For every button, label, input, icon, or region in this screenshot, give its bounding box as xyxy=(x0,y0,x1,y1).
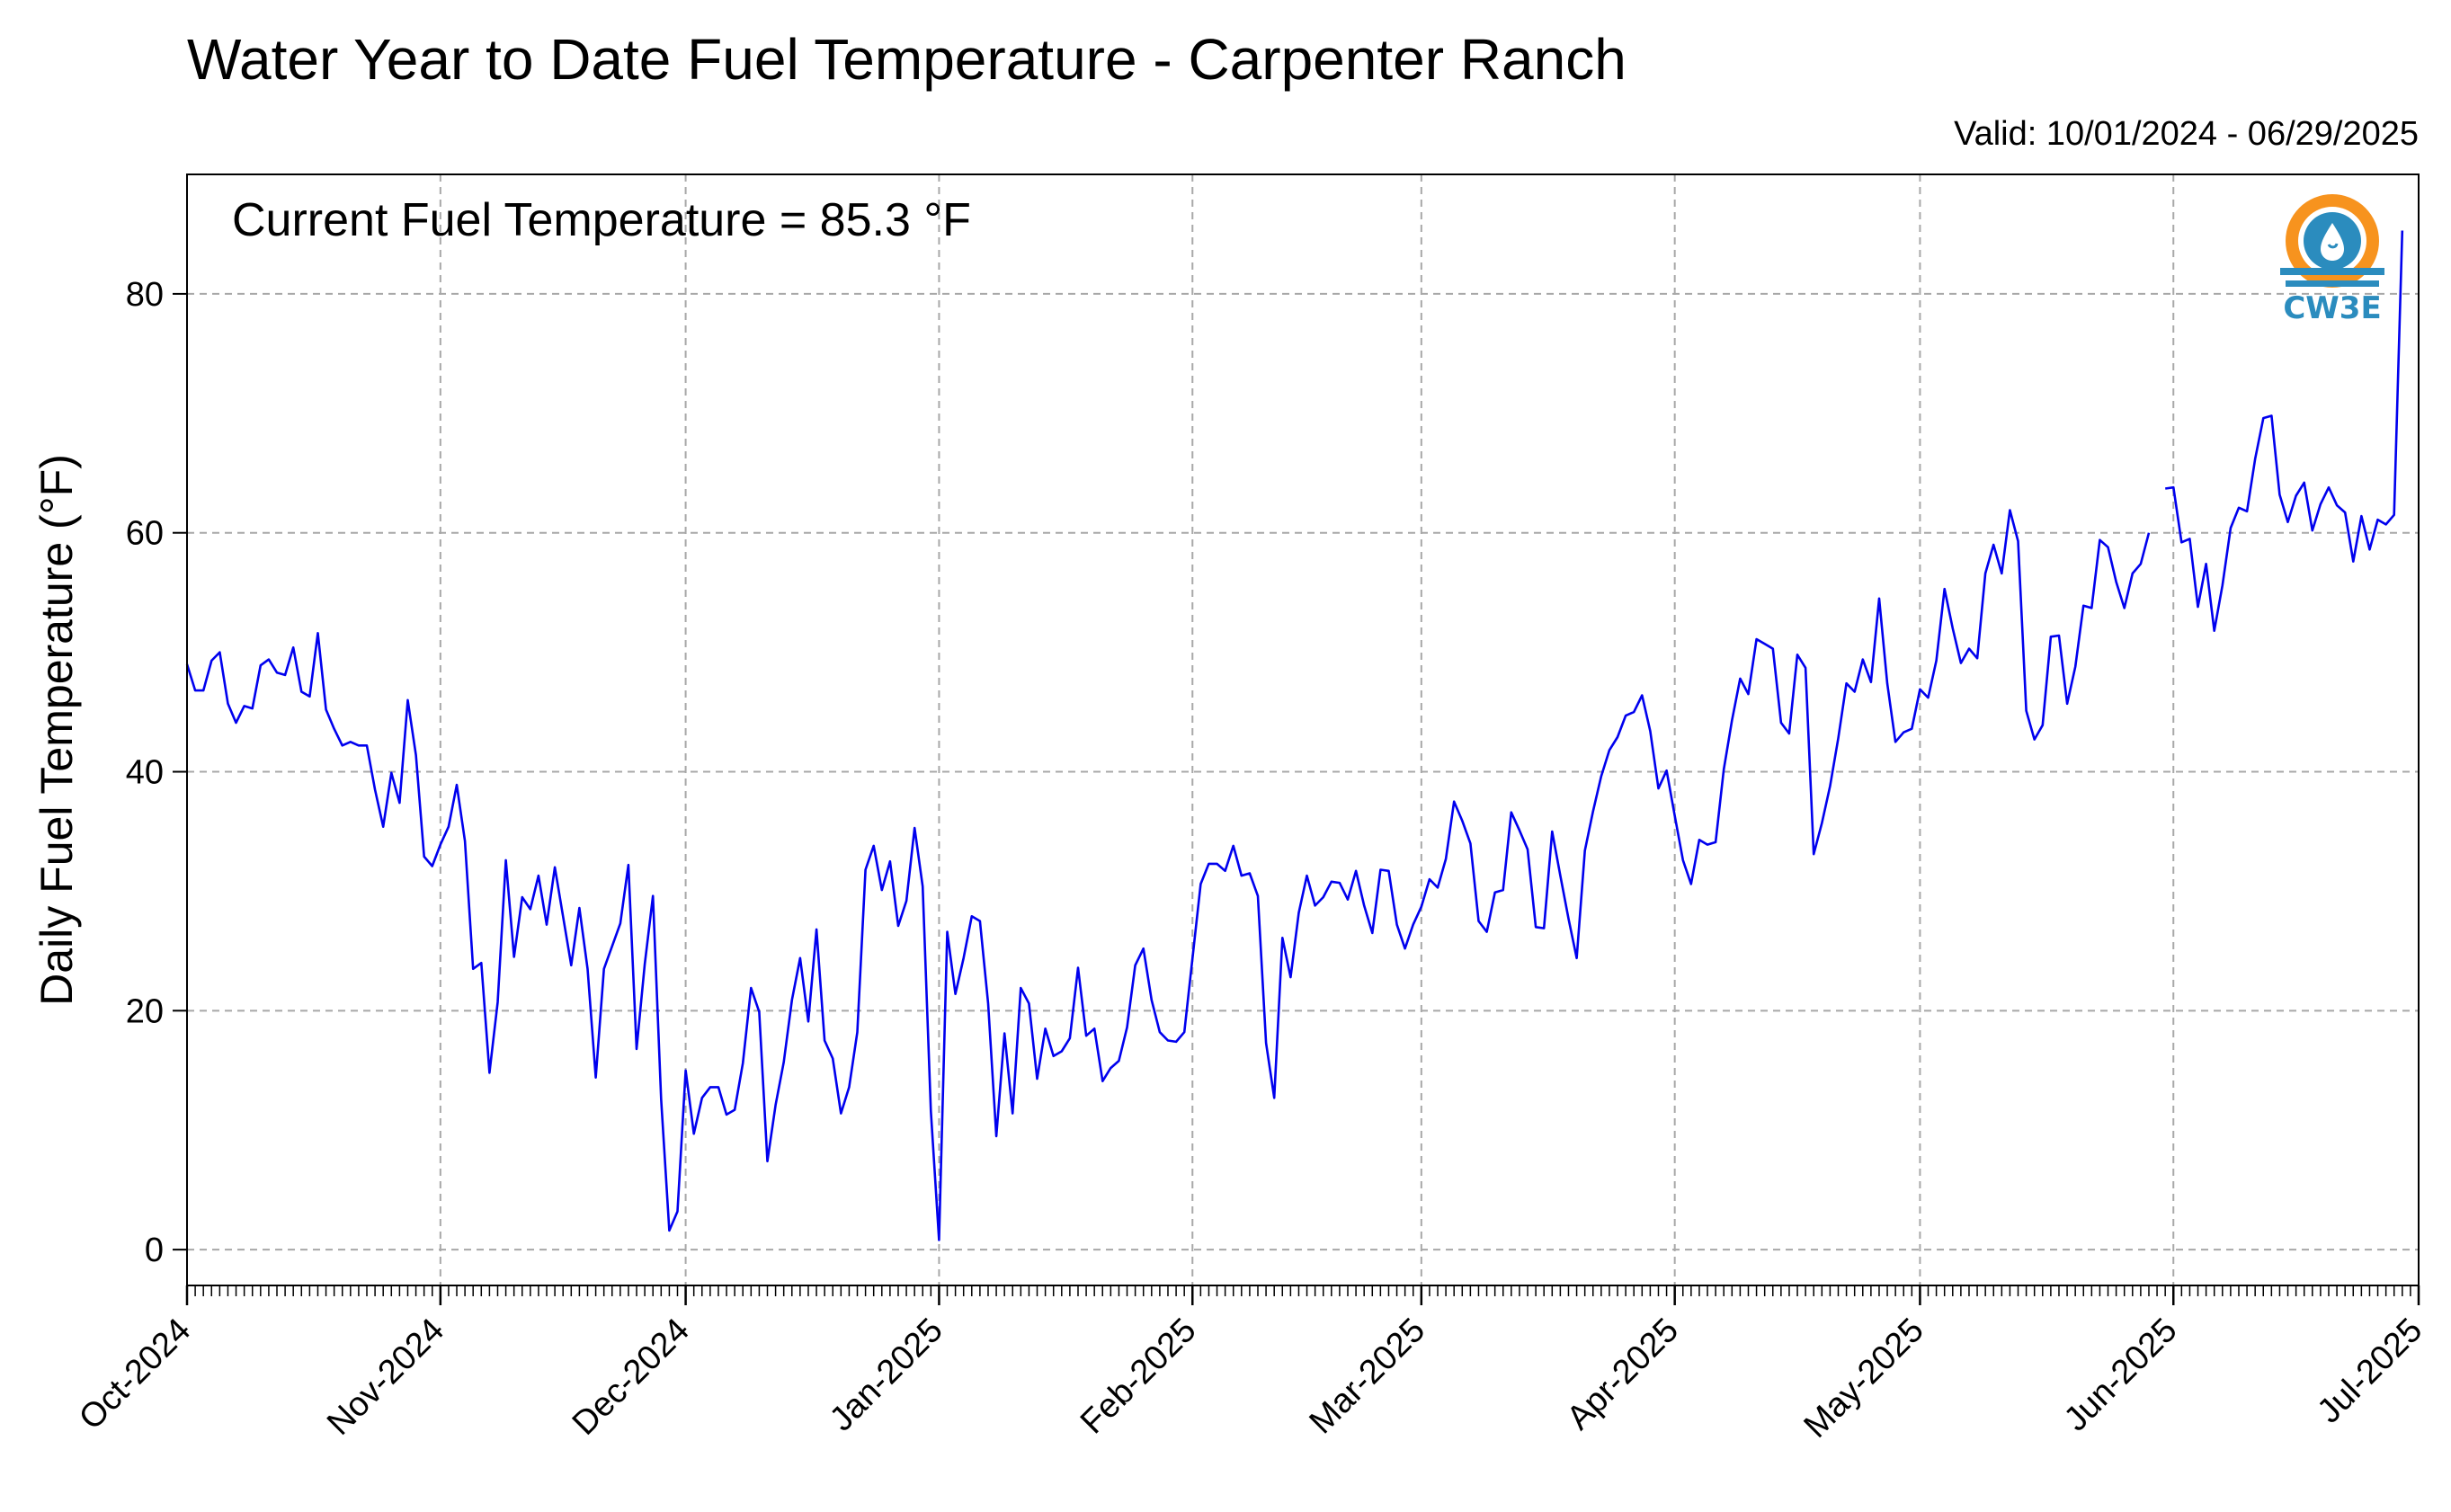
fuel-temperature-line xyxy=(2165,230,2404,633)
logo-text: CW3E xyxy=(2283,290,2381,326)
logo-water-drop-icon xyxy=(2321,223,2344,261)
y-tick-label: 0 xyxy=(145,1232,164,1269)
grid xyxy=(187,174,2419,1285)
data-series xyxy=(185,230,2404,1241)
y-tick-label: 80 xyxy=(126,276,164,314)
x-tick-label: Jan-2025 xyxy=(823,1312,950,1439)
y-tick-label: 40 xyxy=(126,754,164,792)
x-tick-label: Dec-2024 xyxy=(566,1312,697,1443)
x-tick-label: Apr-2025 xyxy=(1560,1312,1686,1437)
fuel-temperature-line xyxy=(185,509,2151,1241)
y-tick-label: 60 xyxy=(126,515,164,553)
chart-title: Water Year to Date Fuel Temperature - Ca… xyxy=(187,27,1627,92)
x-tick-label: Jun-2025 xyxy=(2057,1312,2185,1439)
plot-area xyxy=(186,173,2420,1286)
x-tick-label: May-2025 xyxy=(1797,1312,1931,1445)
x-axis: Oct-2024 Nov-2024 Dec-2024 Jan-2025 Feb-2025… xyxy=(72,1285,2429,1445)
cw3e-logo: CW3E xyxy=(2280,194,2384,326)
current-value-annotation: Current Fuel Temperature = 85.3 °F xyxy=(232,194,971,246)
x-tick-label: Nov-2024 xyxy=(320,1312,451,1443)
y-tick-label: 20 xyxy=(126,992,164,1030)
x-tick-label: Feb-2025 xyxy=(1074,1312,1204,1442)
x-tick-label: Mar-2025 xyxy=(1302,1312,1432,1442)
x-tick-label: Oct-2024 xyxy=(72,1312,198,1437)
x-tick-label: Jul-2025 xyxy=(2311,1312,2430,1431)
y-axis-label: Daily Fuel Temperature (°F) xyxy=(31,454,82,1006)
valid-date-range: Valid: 10/01/2024 - 06/29/2025 xyxy=(1954,115,2419,153)
y-axis: 0 20 40 60 80 xyxy=(126,276,187,1269)
